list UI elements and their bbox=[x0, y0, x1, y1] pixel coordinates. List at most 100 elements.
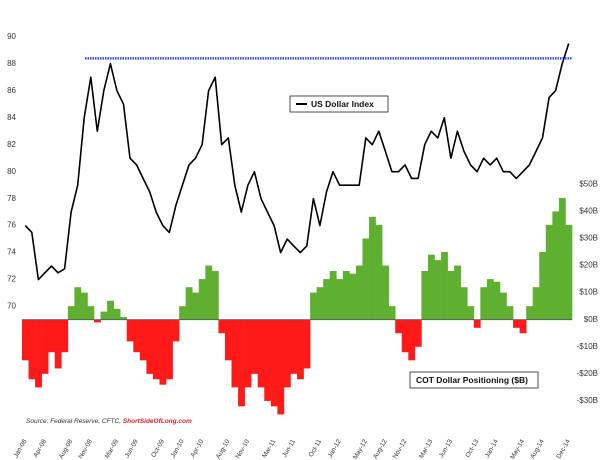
legend-label: COT Dollar Positioning ($B) bbox=[416, 375, 528, 385]
x-tick-label: Mar-13 bbox=[418, 438, 435, 460]
bar bbox=[54, 319, 62, 369]
bar bbox=[310, 292, 317, 320]
x-tick-label: Nov-10 bbox=[235, 438, 252, 460]
bar bbox=[264, 319, 272, 401]
x-tick-label: Jun-11 bbox=[281, 438, 297, 459]
bar bbox=[401, 319, 409, 353]
source-text: Source: Federal Reserve, CFTC, bbox=[26, 418, 121, 425]
bar bbox=[224, 319, 232, 361]
bar bbox=[251, 319, 259, 374]
bar bbox=[447, 270, 455, 320]
x-tick-label: May-12 bbox=[352, 438, 369, 460]
bar bbox=[460, 287, 468, 320]
bar bbox=[198, 279, 206, 320]
bar bbox=[120, 316, 128, 320]
bar bbox=[519, 319, 527, 334]
bar bbox=[238, 319, 245, 407]
bar bbox=[414, 319, 422, 347]
bar bbox=[545, 224, 553, 320]
bar bbox=[486, 279, 494, 320]
bar bbox=[513, 319, 520, 328]
legend-box bbox=[409, 371, 539, 389]
legend-box bbox=[289, 95, 389, 113]
bar bbox=[87, 306, 95, 320]
y2-tick-label: $40B bbox=[579, 207, 598, 216]
x-tick-label: Oct-09 bbox=[150, 438, 166, 459]
y2-tick-label: -$20B bbox=[577, 369, 598, 378]
bar bbox=[355, 265, 363, 320]
bar bbox=[205, 265, 213, 320]
x-tick-label: Aug-12 bbox=[372, 438, 389, 460]
x-tick-label: Jun-13 bbox=[438, 438, 454, 459]
bar bbox=[257, 319, 265, 388]
x-tick-label: Mar-11 bbox=[261, 438, 277, 459]
x-tick-label: Nov-12 bbox=[392, 438, 409, 460]
bar bbox=[74, 287, 82, 320]
bar bbox=[552, 211, 560, 320]
bar bbox=[218, 319, 226, 334]
bar bbox=[526, 306, 534, 320]
bar bbox=[179, 306, 186, 320]
bar bbox=[375, 224, 383, 320]
source: Source: Federal Reserve, CFTC, ShortSide… bbox=[26, 418, 192, 425]
y-tick-label: 72 bbox=[7, 275, 16, 284]
y2-tick-label: -$30B bbox=[577, 396, 598, 405]
y-tick-label: 76 bbox=[7, 221, 16, 230]
bar bbox=[532, 287, 540, 320]
y-tick-label: 74 bbox=[7, 248, 16, 257]
bar bbox=[172, 319, 180, 342]
bar bbox=[22, 319, 29, 361]
y-tick-label: 90 bbox=[7, 32, 16, 41]
bar bbox=[434, 260, 442, 320]
bar bbox=[506, 306, 514, 320]
y-tick-label: 82 bbox=[7, 140, 16, 149]
bar bbox=[277, 319, 285, 415]
x-tick-label: Oct-11 bbox=[308, 438, 324, 458]
bar bbox=[133, 319, 141, 353]
bar bbox=[67, 306, 75, 320]
bar bbox=[388, 306, 396, 320]
bar bbox=[493, 281, 501, 320]
bar bbox=[427, 254, 435, 320]
bar bbox=[441, 252, 448, 320]
bar bbox=[558, 197, 566, 320]
bar bbox=[107, 300, 114, 320]
x-tick-label: Jan-12 bbox=[327, 438, 343, 459]
bar bbox=[139, 319, 147, 361]
bar bbox=[303, 319, 311, 369]
bar bbox=[244, 319, 252, 388]
bar bbox=[499, 292, 507, 320]
source-link: ShortSideOfLong.com bbox=[123, 418, 192, 425]
bar bbox=[421, 270, 429, 320]
bar bbox=[362, 238, 370, 320]
bar bbox=[395, 319, 403, 334]
y2-tick-label: $0B bbox=[584, 315, 598, 324]
bar bbox=[126, 319, 134, 342]
x-tick-label: Apr-08 bbox=[32, 438, 48, 459]
x-tick-label: Mar-09 bbox=[104, 438, 121, 460]
legend-label: US Dollar Index bbox=[311, 99, 374, 109]
x-tick-label: Jan-08 bbox=[12, 438, 28, 459]
x-tick-label: Aug-10 bbox=[215, 438, 232, 460]
bar bbox=[480, 287, 488, 320]
bar bbox=[467, 306, 475, 320]
y2-tick-label: $20B bbox=[579, 261, 598, 270]
bar bbox=[539, 252, 547, 320]
x-tick-label: Nov-08 bbox=[77, 438, 94, 460]
bar bbox=[159, 319, 167, 385]
bar bbox=[283, 319, 291, 388]
x-tick-label: Jan-14 bbox=[484, 438, 500, 459]
bar bbox=[270, 319, 278, 407]
bar bbox=[454, 265, 461, 320]
bar bbox=[100, 311, 108, 320]
bar bbox=[61, 319, 69, 353]
x-tick-label: Jan-10 bbox=[170, 438, 186, 459]
y-tick-label: 70 bbox=[7, 302, 16, 311]
y-tick-label: 86 bbox=[7, 86, 16, 95]
bar bbox=[48, 319, 56, 353]
y2-tick-label: $10B bbox=[579, 288, 598, 297]
y-tick-label: 78 bbox=[7, 194, 16, 203]
y2-tick-label: -$10B bbox=[577, 342, 598, 351]
bar bbox=[323, 279, 331, 320]
